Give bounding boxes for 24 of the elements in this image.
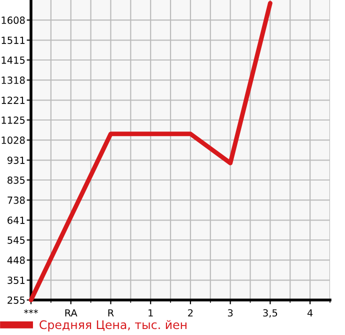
y-tick-label: 448 — [7, 256, 25, 264]
x-tick-label: 3 — [228, 309, 233, 317]
y-tick-label: 1221 — [2, 96, 25, 104]
y-tick-label: 738 — [8, 196, 25, 204]
x-tick-label: 2 — [188, 309, 193, 316]
x-tick-label: 1 — [148, 309, 153, 316]
y-tick-label: 1608 — [2, 16, 25, 24]
y-tick-label: 1511 — [2, 36, 25, 44]
y-tick-label: 545 — [8, 236, 25, 244]
y-tick-label: 1125 — [2, 116, 25, 124]
y-tick-label: 931 — [8, 156, 25, 164]
y-tick-label: 351 — [8, 276, 25, 284]
x-tick-label: *** — [24, 309, 38, 314]
x-tick-label: RA — [65, 309, 78, 316]
legend-label: Средняя Цена, тыс. йен — [40, 320, 186, 332]
y-tick-label: 1028 — [2, 136, 25, 144]
y-tick-label: 1415 — [2, 56, 25, 64]
x-tick-label: R — [108, 309, 114, 316]
y-tick-label: 641 — [8, 216, 25, 224]
y-tick-label: 255 — [8, 296, 25, 304]
x-tick-label: 3,5 — [263, 309, 278, 318]
y-tick-label: 835 — [8, 176, 25, 184]
y-tick-label: 1318 — [2, 76, 25, 84]
x-tick-label: 4 — [307, 309, 313, 316]
